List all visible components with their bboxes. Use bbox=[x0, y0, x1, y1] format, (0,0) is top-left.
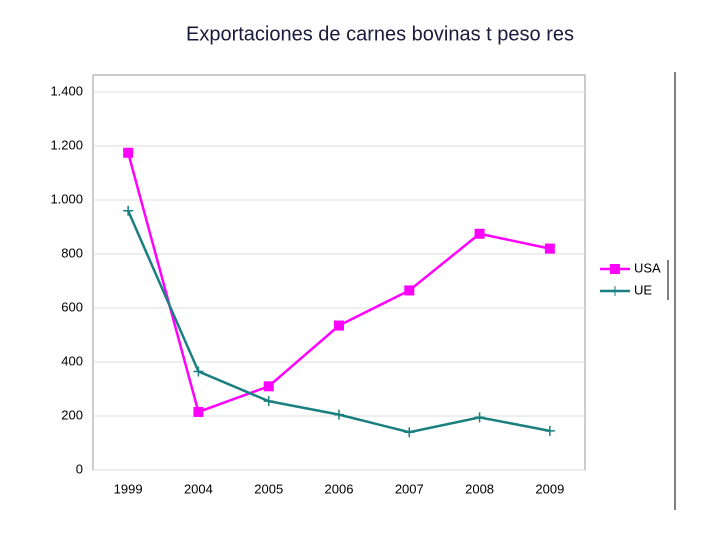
data-point bbox=[404, 285, 415, 296]
y-tick-label: 400 bbox=[61, 353, 83, 368]
data-point bbox=[123, 205, 134, 216]
legend-marker bbox=[610, 264, 620, 274]
data-point bbox=[334, 409, 344, 420]
chart-title: Exportaciones de carnes bovinas t peso r… bbox=[186, 23, 574, 45]
data-point bbox=[263, 396, 274, 407]
data-point bbox=[193, 406, 204, 417]
legend-label: USA bbox=[634, 260, 661, 275]
legend-label: UE bbox=[634, 282, 652, 297]
data-point bbox=[474, 228, 485, 239]
y-tick-label: 800 bbox=[61, 245, 83, 260]
x-tick-label: 2005 bbox=[254, 481, 283, 496]
data-point bbox=[334, 320, 344, 331]
x-tick-label: 2009 bbox=[535, 481, 564, 496]
y-tick-label: 0 bbox=[76, 461, 83, 476]
y-tick-label: 1.400 bbox=[50, 83, 83, 98]
series-line bbox=[126, 152, 551, 414]
y-tick-label: 1.000 bbox=[50, 191, 83, 206]
y-tick-label: 1.200 bbox=[50, 137, 83, 152]
x-tick-label: 2008 bbox=[465, 481, 494, 496]
data-point bbox=[123, 147, 134, 158]
legend-marker bbox=[610, 286, 620, 296]
y-tick-label: 600 bbox=[61, 299, 83, 314]
x-tick-label: 2006 bbox=[325, 481, 354, 496]
x-tick-label: 1999 bbox=[114, 481, 143, 496]
data-point bbox=[263, 381, 274, 392]
data-point bbox=[404, 427, 415, 438]
x-tick-label: 2004 bbox=[184, 481, 213, 496]
data-point bbox=[544, 243, 555, 254]
x-tick-label: 2007 bbox=[395, 481, 424, 496]
data-point bbox=[193, 366, 204, 377]
y-tick-label: 200 bbox=[61, 407, 83, 422]
data-point bbox=[474, 412, 485, 423]
data-point bbox=[544, 425, 555, 436]
